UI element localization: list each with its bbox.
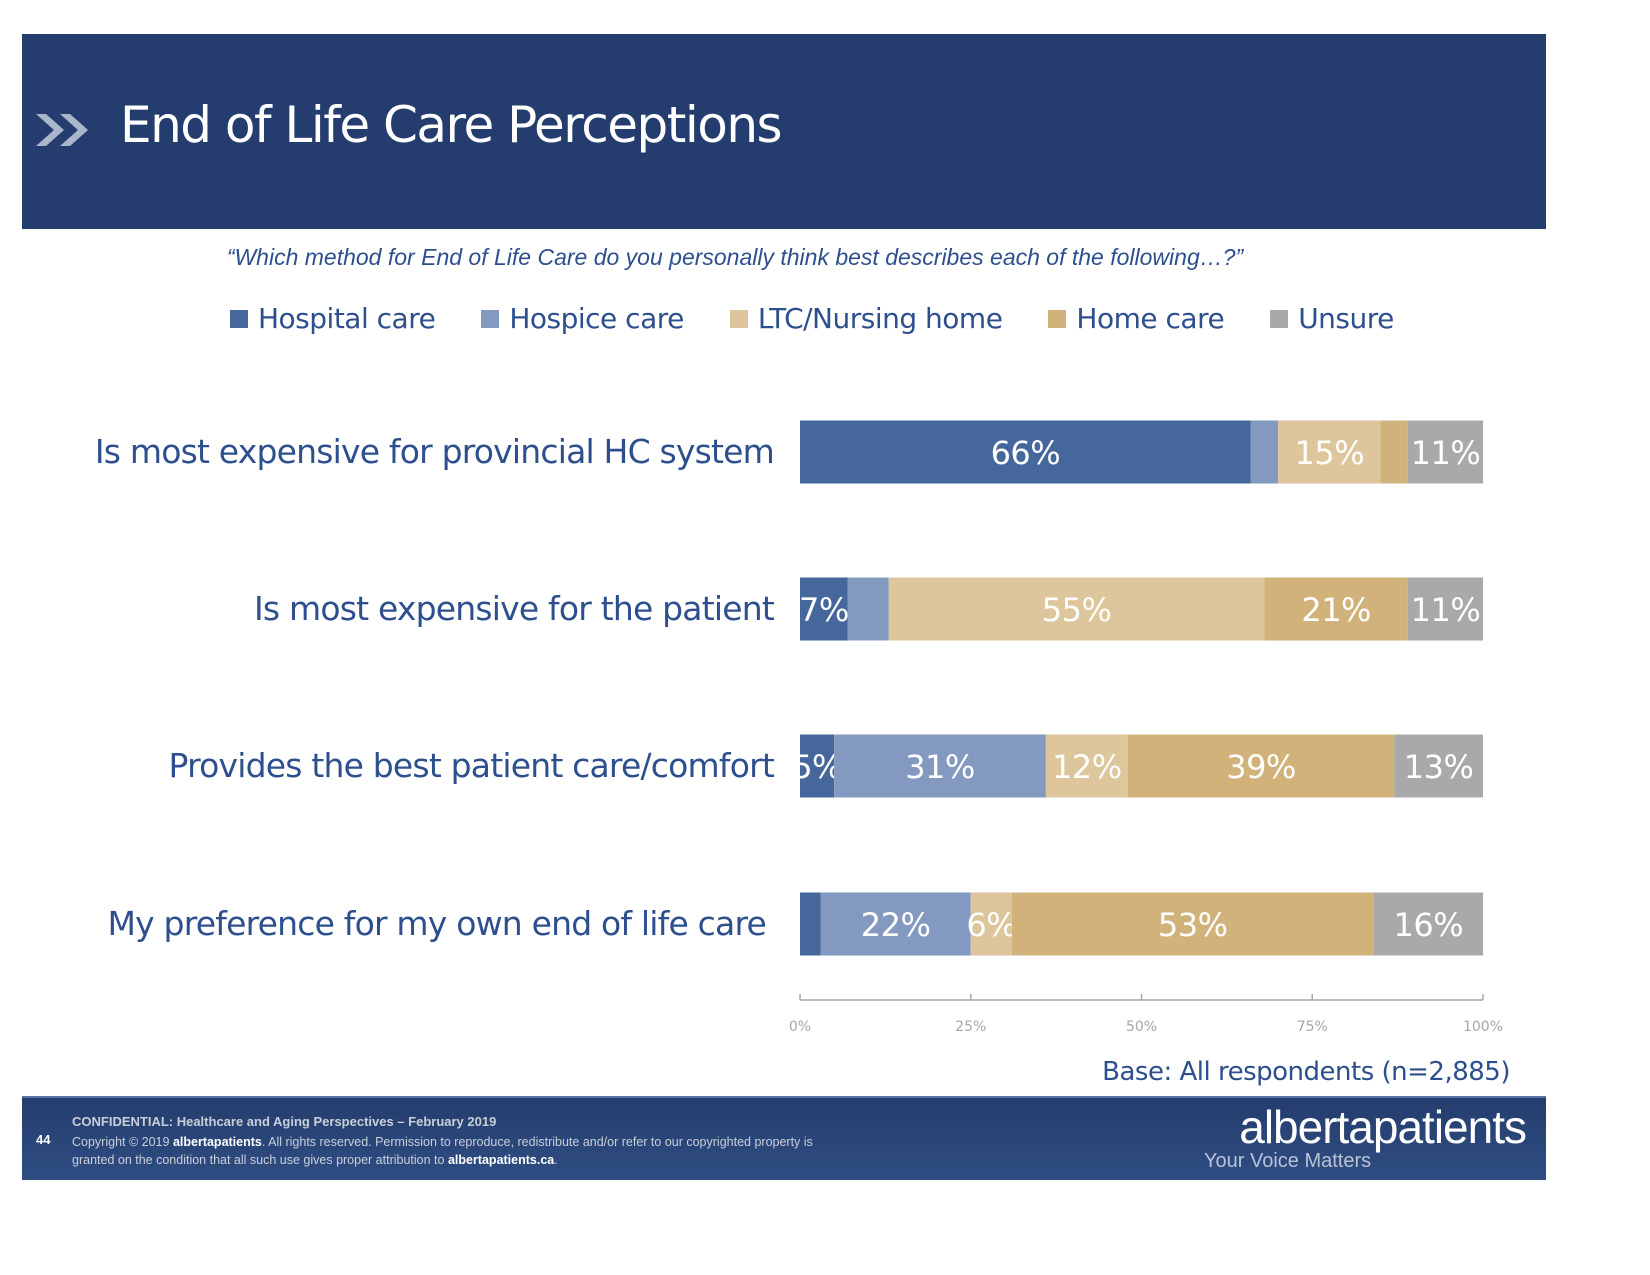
x-tick-label: 50% (1126, 1019, 1157, 1035)
legend-label: Unsure (1298, 302, 1394, 335)
copyright-notice: Copyright © 2019 albertapatients. All ri… (72, 1135, 813, 1167)
data-label: 6% (966, 906, 1016, 944)
site-link[interactable]: albertapatients.ca (447, 1153, 555, 1167)
legend-swatch (481, 309, 500, 328)
x-tick-label: 25% (955, 1019, 986, 1035)
category-label: Is most expensive for the patient (254, 589, 775, 628)
data-label: 7% (799, 591, 849, 629)
data-label: 11% (1411, 591, 1481, 629)
data-label: 66% (991, 434, 1061, 472)
category-label: Is most expensive for provincial HC syst… (95, 432, 774, 471)
data-label: 16% (1394, 906, 1464, 944)
bar-segment (1278, 420, 1381, 484)
bar-segment (1394, 734, 1483, 798)
data-label: 22% (861, 906, 931, 944)
bar-segment (970, 892, 1012, 956)
double-chevron-right-icon (36, 114, 88, 146)
bar-segment (820, 892, 971, 956)
bar-segment (800, 577, 848, 641)
legend-item: Hospice care (481, 302, 684, 335)
legend-swatch (1270, 309, 1289, 328)
data-label: 55% (1042, 591, 1112, 629)
legend-label: Hospice care (509, 302, 684, 335)
legend-item: Hospital care (230, 302, 436, 335)
x-tick-label: 100% (1463, 1019, 1503, 1035)
slide-footer: 44 CONFIDENTIAL: Healthcare and Aging Pe… (22, 1096, 1546, 1180)
data-label: 15% (1295, 434, 1365, 472)
legend-swatch (230, 309, 248, 328)
data-label: 13% (1404, 748, 1474, 786)
legend-item: Unsure (1270, 302, 1394, 335)
bar-segment (800, 892, 821, 956)
bar-segment (800, 420, 1251, 484)
brand-name: albertapatients (172, 1135, 262, 1149)
data-label: 53% (1158, 906, 1228, 944)
data-label: 11% (1411, 434, 1481, 472)
bar-segment (1250, 420, 1279, 484)
data-label: 5% (792, 748, 842, 786)
page-title: End of Life Care Perceptions (120, 96, 783, 154)
x-tick-label: 75% (1297, 1019, 1328, 1035)
data-label: 31% (905, 748, 975, 786)
slide-header: End of Life Care Perceptions (22, 34, 1546, 229)
stacked-bar-chart: Is most expensive for provincial HC syst… (95, 420, 1503, 1035)
bar-segment (1045, 734, 1128, 798)
legend-swatch (729, 309, 748, 328)
bar-segment (1127, 734, 1395, 798)
data-label: 12% (1052, 748, 1122, 786)
survey-question: “Which method for End of Life Care do yo… (226, 244, 1244, 270)
legend-item: LTC/Nursing home (729, 302, 1003, 335)
bar-segment (1407, 577, 1483, 641)
brand-logo: albertapatients (1239, 1101, 1527, 1153)
page-number: 44 (36, 1132, 51, 1147)
chart-legend: Hospital care Hospice care LTC/Nursing hom… (230, 302, 1440, 335)
data-label: 39% (1226, 748, 1296, 786)
confidential-notice: CONFIDENTIAL: Healthcare and Aging Persp… (72, 1114, 497, 1129)
bar-segment (1011, 892, 1374, 956)
category-label: Provides the best patient care/comfort (169, 746, 775, 785)
data-label: 21% (1301, 591, 1371, 629)
bar-segment (847, 577, 889, 641)
bar-segment (1264, 577, 1408, 641)
legend-label: Home care (1076, 302, 1225, 335)
legend-item: Home care (1048, 302, 1225, 335)
bar-segment (1407, 420, 1483, 484)
bar-segment (834, 734, 1046, 798)
legend-label: LTC/Nursing home (757, 302, 1003, 335)
legend-label: Hospital care (258, 302, 436, 335)
bar-segment (1380, 420, 1408, 484)
bar-segment (800, 734, 835, 798)
bar-segment (888, 577, 1265, 641)
bar-segment (1373, 892, 1483, 956)
base-note: Base: All respondents (n=2,885) (1102, 1057, 1510, 1087)
legend-swatch (1048, 309, 1067, 328)
category-label: My preference for my own end of life car… (107, 904, 766, 943)
brand-tagline: Your Voice Matters (1204, 1150, 1372, 1172)
x-tick-label: 0% (789, 1019, 811, 1035)
